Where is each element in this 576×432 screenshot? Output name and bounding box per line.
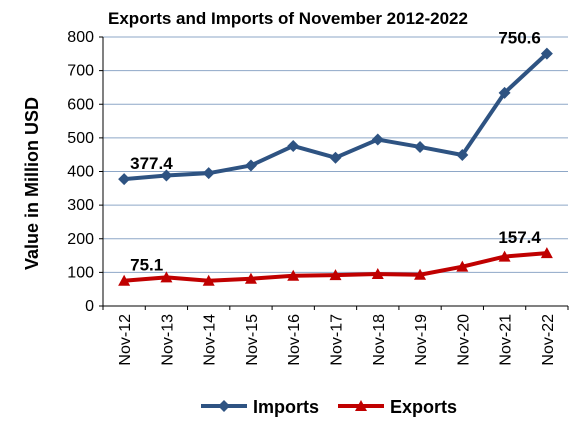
data-point: [414, 268, 427, 280]
data-point: [414, 140, 427, 153]
legend[interactable]: Imports Exports: [201, 397, 457, 417]
data-point: [118, 173, 131, 186]
series-imports: [118, 47, 553, 186]
data-point: [202, 167, 215, 180]
legend-item-exports[interactable]: Exports: [338, 397, 457, 417]
y-tick-label: 500: [67, 130, 94, 147]
x-tick-label: Nov-13: [159, 314, 176, 366]
series-exports: [118, 247, 553, 286]
data-point: [498, 86, 511, 99]
y-tick-label: 200: [67, 231, 94, 248]
axes: [99, 36, 569, 310]
data-point: [287, 139, 300, 152]
chart-title: Exports and Imports of November 2012-202…: [108, 9, 468, 28]
x-tick-label: Nov-20: [455, 314, 472, 366]
y-tick-label: 600: [67, 96, 94, 113]
x-tick-label: Nov-12: [117, 314, 134, 366]
data-label: 157.4: [498, 228, 541, 247]
y-tick-label: 400: [67, 164, 94, 181]
data-point: [287, 269, 300, 281]
y-tick-labels: 0 100 200 300 400 500 600 700 800: [67, 29, 94, 315]
data-point: [218, 400, 230, 412]
legend-label: Imports: [253, 397, 319, 417]
data-point: [329, 269, 342, 281]
x-tick-label: Nov-18: [371, 314, 388, 366]
y-tick-label: 300: [67, 197, 94, 214]
x-tick-label: Nov-16: [286, 314, 303, 366]
data-point: [498, 250, 511, 262]
data-labels: 377.4 750.6 75.1 157.4: [130, 29, 541, 275]
x-tick-label: Nov-15: [244, 314, 261, 366]
data-point: [355, 400, 367, 411]
data-point: [160, 271, 173, 283]
x-tick-label: Nov-19: [413, 314, 430, 366]
data-label: 75.1: [130, 256, 163, 275]
data-label: 377.4: [130, 154, 173, 173]
y-tick-label: 800: [67, 29, 94, 46]
series: [118, 47, 553, 286]
y-tick-label: 0: [85, 298, 94, 315]
data-point: [160, 169, 173, 182]
x-tick-label: Nov-21: [498, 314, 515, 366]
data-point: [371, 133, 384, 146]
data-point: [371, 268, 384, 280]
data-label: 750.6: [498, 29, 541, 48]
data-point: [456, 149, 469, 162]
data-point: [244, 159, 257, 172]
x-tick-labels: Nov-12 Nov-13 Nov-14 Nov-15 Nov-16 Nov-17 Nov-…: [117, 314, 557, 366]
x-tick-label: Nov-22: [540, 314, 557, 366]
data-point: [540, 247, 553, 259]
data-point: [540, 47, 553, 60]
y-tick-label: 700: [67, 63, 94, 80]
x-tick-label: Nov-14: [202, 314, 219, 366]
data-point: [244, 272, 257, 284]
data-point: [329, 151, 342, 164]
data-point: [202, 274, 215, 286]
data-point: [456, 260, 469, 272]
y-tick-label: 100: [67, 264, 94, 281]
data-point: [118, 274, 131, 286]
x-tick-label: Nov-17: [329, 314, 346, 366]
y-axis-label: Value in Million USD: [22, 97, 42, 270]
legend-label: Exports: [390, 397, 457, 417]
legend-item-imports[interactable]: Imports: [201, 397, 319, 417]
